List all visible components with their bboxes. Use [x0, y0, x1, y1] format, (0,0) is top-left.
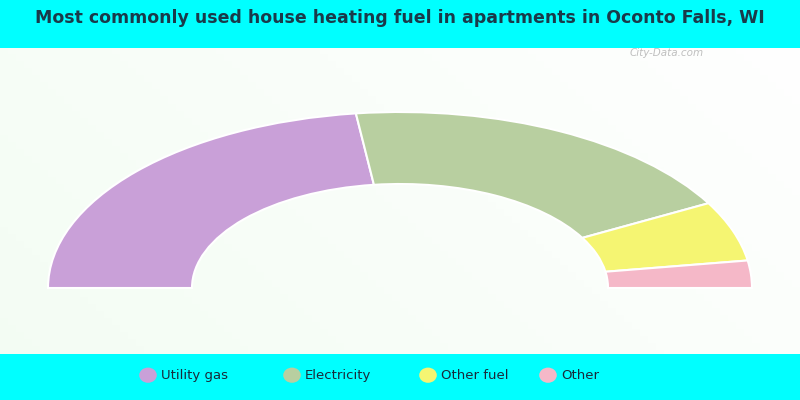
Ellipse shape: [283, 368, 301, 383]
Bar: [0, 354, 800, 400]
Text: Other: Other: [561, 369, 598, 382]
Ellipse shape: [539, 368, 557, 383]
Wedge shape: [356, 112, 709, 238]
Wedge shape: [48, 113, 374, 288]
Bar: [0, 0, 800, 48]
Wedge shape: [582, 203, 748, 272]
Ellipse shape: [139, 368, 157, 383]
Wedge shape: [606, 260, 752, 288]
Text: City-Data.com: City-Data.com: [630, 48, 704, 58]
Text: Electricity: Electricity: [305, 369, 371, 382]
Text: Other fuel: Other fuel: [441, 369, 508, 382]
Text: Utility gas: Utility gas: [161, 369, 228, 382]
Ellipse shape: [419, 368, 437, 383]
Text: Most commonly used house heating fuel in apartments in Oconto Falls, WI: Most commonly used house heating fuel in…: [35, 9, 765, 27]
